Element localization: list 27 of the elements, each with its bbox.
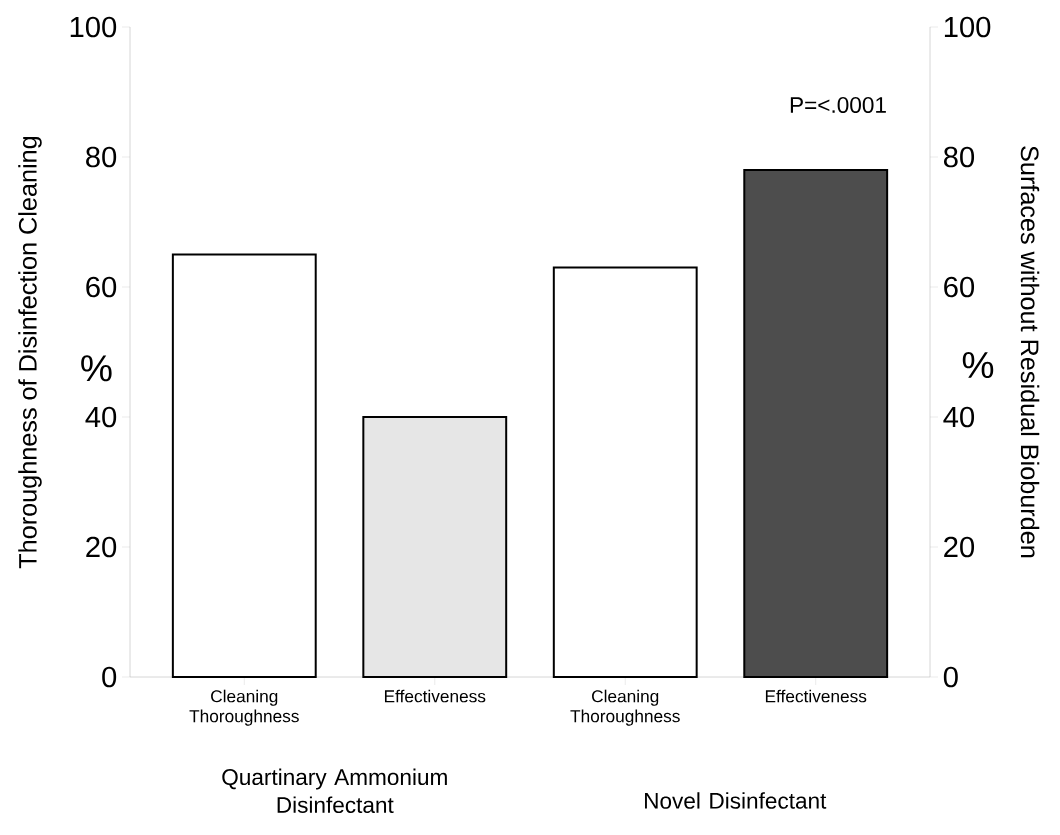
text: % [81,355,112,382]
y-tick-label: 100 [70,16,117,38]
annotation: P=<.0001 [790,96,886,113]
y2-tick-label: 60 [944,276,975,298]
y-tick-label: 60 [86,276,117,298]
text: Quartinary Ammonium Disinfectant [222,768,447,813]
y2-tick-label: 20 [944,536,975,558]
x-tick-label: Effectiveness [384,689,486,703]
y2-axis-title: Surfaces without Residual Bioburden [1020,146,1040,558]
bar [362,415,508,678]
y2-tick-label: 0 [943,666,958,688]
y-tick-label: 80 [86,146,117,168]
x-tick-label: Cleaning Thoroughness [189,689,299,726]
y2-tick-label: 80 [943,146,975,168]
y-tick-label: 40 [85,406,117,428]
text: Novel Disinfectant [645,792,827,809]
y-tick-label: 0 [102,666,117,688]
bar [171,253,317,678]
bar [743,168,889,678]
y-tick-label: 20 [86,536,117,558]
text: % [962,351,994,378]
x-tick-label: Cleaning Thoroughness [570,689,680,726]
x-tick-label: Effectiveness [765,689,867,703]
y-axis-title: Thoroughness of Disinfection Cleaning [18,136,42,569]
bar [552,266,698,678]
y2-tick-label: 40 [943,406,975,428]
y2-tick-label: 100 [944,16,991,38]
